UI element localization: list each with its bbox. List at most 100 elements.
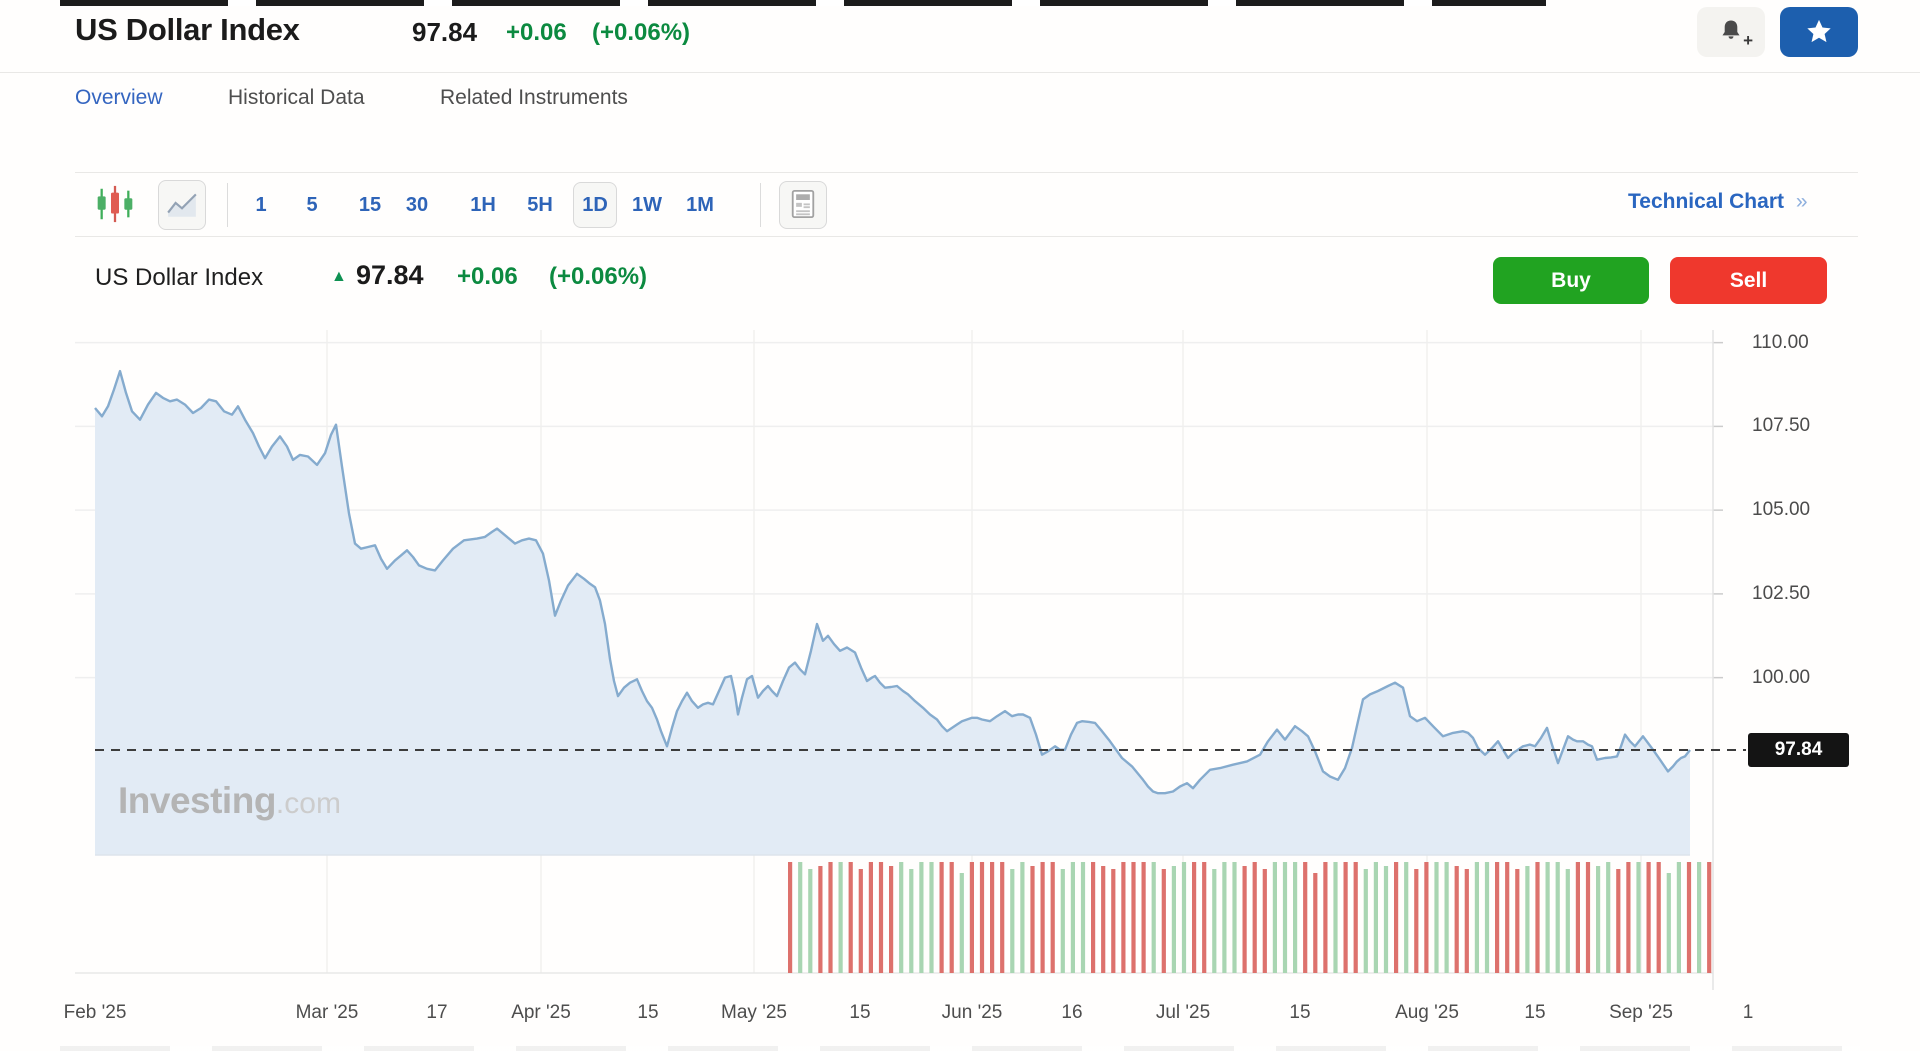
volume-bar bbox=[1010, 869, 1015, 973]
current-price-tag: 97.84 bbox=[1748, 733, 1849, 767]
header-change: +0.06 bbox=[506, 19, 567, 46]
header-change-pct: (+0.06%) bbox=[592, 19, 691, 46]
volume-bar bbox=[1101, 866, 1106, 973]
volume-bar bbox=[1697, 862, 1702, 973]
timeframe-30[interactable]: 30 bbox=[395, 182, 439, 228]
tab-historical-data[interactable]: Historical Data bbox=[228, 86, 365, 109]
x-axis-label: 15 bbox=[637, 1002, 659, 1023]
volume-bar bbox=[1444, 862, 1449, 973]
volume-bar bbox=[1000, 862, 1005, 973]
timeframe-1[interactable]: 1 bbox=[239, 182, 283, 228]
volume-bar bbox=[1474, 862, 1479, 973]
volume-bar bbox=[1091, 862, 1096, 973]
y-axis-label: 107.50 bbox=[1752, 415, 1811, 437]
x-axis-label: 1 bbox=[1742, 1002, 1754, 1023]
create-alert-button[interactable]: + bbox=[1697, 7, 1765, 57]
volume-bar bbox=[979, 862, 985, 973]
volume-bar bbox=[1262, 869, 1267, 973]
chart-instrument-name: US Dollar Index bbox=[95, 264, 264, 291]
add-to-watchlist-button[interactable] bbox=[1780, 7, 1858, 57]
volume-bar bbox=[1343, 862, 1348, 973]
news-panel-icon bbox=[789, 188, 817, 223]
technical-chart-link[interactable]: Technical Chart » bbox=[1628, 190, 1808, 214]
x-axis-label: Jul '25 bbox=[1155, 1002, 1211, 1023]
technical-chart-label: Technical Chart bbox=[1628, 190, 1784, 213]
x-axis-label: 16 bbox=[1061, 1002, 1083, 1023]
volume-bar bbox=[1060, 869, 1065, 973]
news-panel-button[interactable] bbox=[779, 181, 827, 229]
volume-bar bbox=[838, 862, 843, 973]
volume-bar bbox=[889, 866, 894, 973]
volume-bar bbox=[858, 869, 863, 973]
volume-bar bbox=[1282, 862, 1288, 973]
x-axis-label: 15 bbox=[1289, 1002, 1311, 1023]
buy-button[interactable]: Buy bbox=[1493, 257, 1649, 304]
x-axis-label: Aug '25 bbox=[1395, 1002, 1459, 1023]
timeframe-15[interactable]: 15 bbox=[348, 182, 392, 228]
volume-bar bbox=[1495, 862, 1500, 973]
volume-bar bbox=[1363, 869, 1368, 973]
volume-bar bbox=[1040, 862, 1045, 973]
x-axis-label: 17 bbox=[426, 1002, 448, 1023]
tab-overview[interactable]: Overview bbox=[75, 86, 163, 109]
x-axis-label: Jun '25 bbox=[941, 1002, 1003, 1023]
candlestick-chart-button[interactable] bbox=[88, 182, 142, 228]
timeframe-5h[interactable]: 5H bbox=[518, 182, 562, 228]
volume-bar bbox=[929, 862, 934, 973]
volume-bar bbox=[1484, 862, 1490, 973]
volume-bar bbox=[939, 862, 944, 973]
volume-bar bbox=[1050, 862, 1055, 973]
x-axis-label: May '25 bbox=[721, 1002, 787, 1023]
x-axis-label: Feb '25 bbox=[63, 1002, 127, 1023]
price-line bbox=[94, 369, 1691, 795]
x-axis-label: 15 bbox=[849, 1002, 871, 1023]
volume-bar bbox=[1575, 862, 1580, 973]
volume-bar bbox=[1171, 866, 1176, 973]
volume-bar bbox=[1596, 866, 1601, 973]
volume-bar bbox=[1212, 869, 1217, 973]
volume-bar bbox=[899, 862, 904, 973]
volume-bar bbox=[1192, 862, 1197, 973]
timeframe-5[interactable]: 5 bbox=[290, 182, 334, 228]
volume-bar bbox=[1555, 862, 1560, 973]
volume-bar bbox=[1394, 862, 1399, 973]
volume-bar bbox=[798, 862, 803, 973]
y-axis-label: 102.50 bbox=[1752, 582, 1811, 604]
timeframe-1h[interactable]: 1H bbox=[461, 182, 505, 228]
area-fill bbox=[95, 371, 1690, 855]
volume-bar bbox=[990, 862, 995, 973]
sell-button[interactable]: Sell bbox=[1670, 257, 1827, 304]
clipped-top-toolbar bbox=[60, 0, 1546, 6]
volume-bar bbox=[1707, 862, 1712, 973]
volume-bar bbox=[1293, 862, 1298, 973]
candlestick-chart-icon bbox=[93, 184, 137, 227]
volume-bar bbox=[1181, 862, 1187, 973]
up-arrow-icon: ▲ bbox=[331, 268, 347, 285]
volume-bar bbox=[1222, 862, 1227, 973]
timeframe-1w[interactable]: 1W bbox=[625, 182, 669, 228]
volume-bar bbox=[828, 862, 833, 973]
double-chevron-right-icon: » bbox=[1795, 190, 1808, 213]
volume-bar bbox=[1252, 862, 1257, 973]
line-chart-button[interactable] bbox=[158, 180, 206, 230]
volume-bar bbox=[1616, 869, 1621, 973]
volume-bar bbox=[1434, 862, 1439, 973]
volume-bar bbox=[868, 862, 873, 973]
volume-bar bbox=[919, 862, 924, 973]
timeframe-1m[interactable]: 1M bbox=[678, 182, 722, 228]
volume-bar bbox=[1606, 862, 1611, 973]
toolbar-bottom-border bbox=[75, 236, 1858, 237]
timeframe-1d[interactable]: 1D bbox=[573, 182, 617, 228]
x-axis-label: 15 bbox=[1524, 1002, 1546, 1023]
watermark: Investing.com bbox=[118, 780, 341, 822]
volume-bar bbox=[848, 862, 853, 973]
volume-bar bbox=[1313, 873, 1318, 973]
tab-related-instruments[interactable]: Related Instruments bbox=[440, 86, 628, 109]
volume-bar bbox=[878, 862, 884, 973]
y-axis-label: 110.00 bbox=[1752, 331, 1809, 353]
volume-bar bbox=[1111, 869, 1116, 973]
volume-bar bbox=[1414, 869, 1419, 973]
page-title: US Dollar Index bbox=[75, 12, 300, 47]
